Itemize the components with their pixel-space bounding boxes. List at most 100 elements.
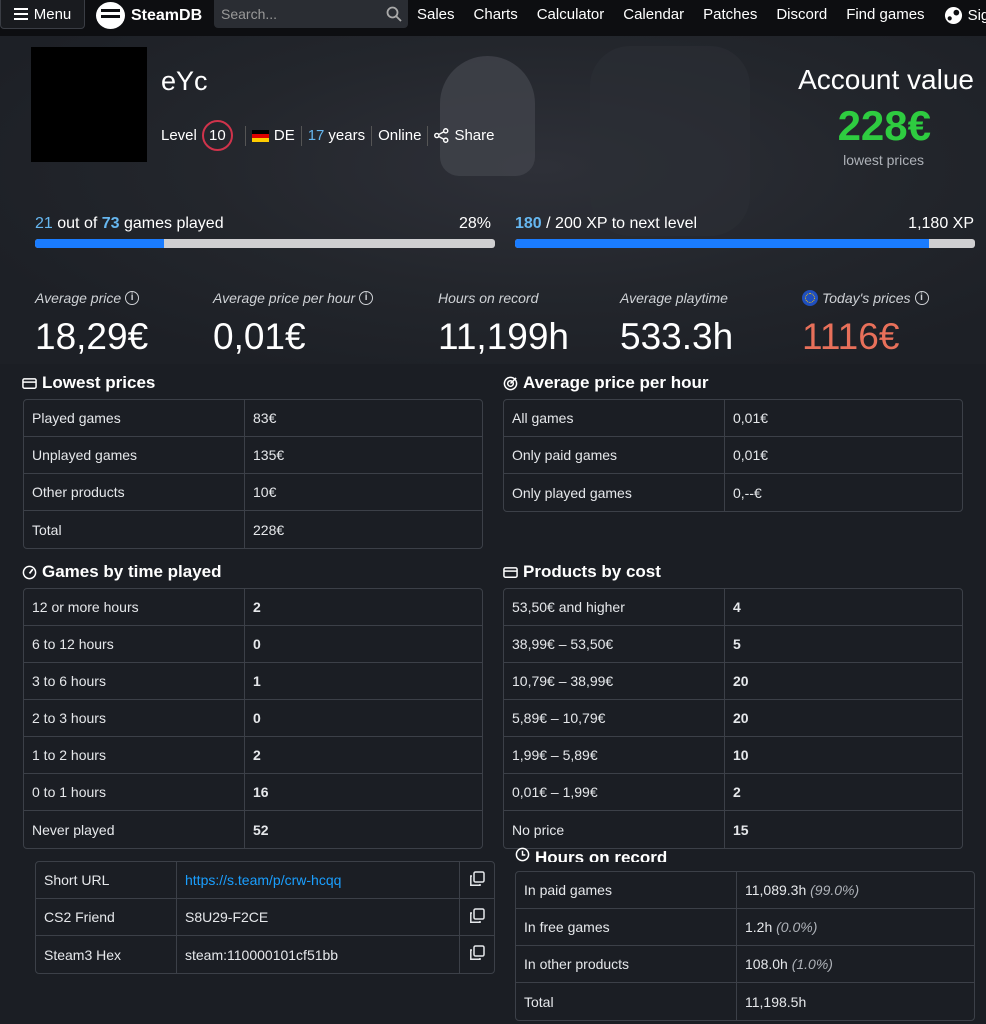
divider: [300, 125, 302, 146]
nav-link-calculator[interactable]: Calculator: [536, 6, 605, 23]
hours-value: 11,198.5h: [745, 993, 807, 1010]
background-ghost-decoration: [440, 56, 535, 176]
info-icon[interactable]: i: [359, 291, 374, 305]
row-label: Other products: [24, 474, 245, 511]
row-label: No price: [504, 811, 725, 848]
section-title-text: Average price per hour: [523, 373, 709, 392]
search-input[interactable]: Search...: [214, 0, 408, 28]
account-value: 228€: [837, 102, 931, 149]
stat-label-text: Average playtime: [620, 290, 728, 306]
table-row: Short URL https://s.team/p/crw-hcqq: [36, 862, 494, 899]
nav-link-calendar[interactable]: Calendar: [623, 6, 685, 23]
row-label: Total: [516, 983, 737, 1020]
share-label: Share: [454, 127, 495, 144]
row-label: Only paid games: [504, 437, 725, 474]
row-label: 38,99€ – 53,50€: [504, 626, 725, 663]
divider: [427, 125, 429, 146]
divider: [244, 125, 246, 146]
menu-button[interactable]: Menu: [0, 0, 85, 29]
info-icon[interactable]: i: [914, 291, 929, 305]
table-row: 1,99€ – 5,89€ 10: [504, 737, 962, 774]
profile-header: [0, 36, 986, 364]
level-label: Level: [161, 127, 197, 144]
table-row: 0,01€ – 1,99€ 2: [504, 774, 962, 811]
hours-percent: (99.0%): [810, 882, 860, 898]
logo-text: SteamDB: [131, 6, 203, 24]
row-value: 5: [725, 626, 962, 663]
row-label: Never played: [24, 811, 245, 848]
copy-icon: [470, 907, 485, 923]
profile-name: eYc: [161, 66, 208, 96]
section-title-text: Hours on record: [535, 848, 668, 862]
xp-rest: / 200 XP to next level: [546, 215, 698, 232]
share-button[interactable]: Share: [434, 127, 494, 144]
stat-price-per-hour-label: Average price per hour i: [213, 290, 374, 306]
gauge-icon: [22, 565, 37, 579]
row-label: Played games: [24, 400, 245, 437]
table-row: 10,79€ – 38,99€ 20: [504, 663, 962, 700]
short-url-link[interactable]: https://s.team/p/crw-hcqq: [185, 872, 342, 888]
nav-link-find-games[interactable]: Find games: [846, 6, 925, 23]
row-value: 11,198.5h: [737, 983, 974, 1020]
row-value: 228€: [253, 521, 285, 538]
games-played-label: 21 out of 73 games played: [35, 215, 224, 233]
table-row: Steam3 Hex steam:110000101cf51bb: [36, 936, 494, 973]
row-label: 6 to 12 hours: [24, 626, 245, 663]
row-label: Only played games: [504, 474, 725, 511]
nav-links: Sales Charts Calculator Calendar Patches…: [417, 6, 986, 25]
menu-label: Menu: [33, 5, 72, 23]
steam-ids-table: Short URL https://s.team/p/crw-hcqq CS2 F…: [35, 861, 495, 974]
table-row: Only played games 0,--€: [504, 474, 962, 511]
row-value: 108.0h (1.0%): [737, 946, 974, 983]
avatar: [31, 47, 147, 162]
stat-average-price-value: 18,29€: [35, 316, 149, 357]
row-value: 2: [245, 737, 482, 774]
germany-flag-icon: [251, 129, 269, 142]
row-label: Unplayed games: [24, 437, 245, 474]
avg-price-per-hour-table: All games 0,01€ Only paid games 0,01€ Only…: [503, 399, 963, 512]
table-row: CS2 Friend S8U29-F2CE: [36, 899, 494, 936]
games-total-count: 73: [101, 215, 120, 232]
copy-button[interactable]: [460, 936, 494, 973]
games-played-progress: [35, 239, 495, 248]
row-label: 53,50€ and higher: [504, 589, 725, 626]
nav-link-patches[interactable]: Patches: [703, 6, 758, 23]
copy-button[interactable]: [460, 899, 494, 936]
row-value: 15: [733, 821, 749, 838]
xp-progress: [515, 239, 975, 248]
row-value: 0,01€: [725, 400, 962, 437]
row-value: 10€: [245, 474, 482, 511]
nav-link-discord[interactable]: Discord: [776, 6, 828, 23]
account-value-subtitle: lowest prices: [843, 152, 924, 168]
section-title-text: Games by time played: [42, 562, 222, 581]
wallet-icon: [22, 377, 37, 389]
clock-icon: [515, 847, 530, 862]
games-by-time-table: 12 or more hours 2 6 to 12 hours 0 3 to 6 …: [23, 588, 483, 849]
copy-icon: [470, 945, 485, 960]
steamdb-logo[interactable]: SteamDB: [96, 2, 202, 29]
games-out-of: out of: [57, 215, 98, 232]
stat-todays-prices-value: 1116€: [802, 316, 900, 357]
table-row: 12 or more hours 2: [24, 589, 482, 626]
row-label: 0 to 1 hours: [24, 774, 245, 811]
section-title-text: Lowest prices: [42, 373, 156, 392]
search-placeholder: Search...: [221, 6, 278, 22]
hours-value: 108.0h: [745, 956, 788, 972]
stat-hours-on-record-value: 11,199h: [438, 316, 569, 357]
copy-button[interactable]: [460, 862, 494, 899]
signin-link[interactable]: Sig: [944, 6, 986, 25]
info-icon[interactable]: i: [125, 291, 140, 305]
row-value: 135€: [245, 437, 482, 474]
steam-icon: [944, 6, 962, 25]
products-by-cost-table: 53,50€ and higher 4 38,99€ – 53,50€ 5 10,7…: [503, 588, 963, 849]
nav-link-sales[interactable]: Sales: [417, 6, 455, 23]
background-decoration: [590, 46, 750, 236]
row-value: 2: [725, 774, 962, 811]
search-icon[interactable]: [386, 6, 402, 22]
row-label: All games: [504, 400, 725, 437]
nav-link-charts[interactable]: Charts: [473, 6, 518, 23]
level-badge[interactable]: 10: [201, 120, 233, 151]
table-row: 1 to 2 hours 2: [24, 737, 482, 774]
table-row: 0 to 1 hours 16: [24, 774, 482, 811]
table-row: In paid games 11,089.3h (99.0%): [516, 872, 974, 909]
